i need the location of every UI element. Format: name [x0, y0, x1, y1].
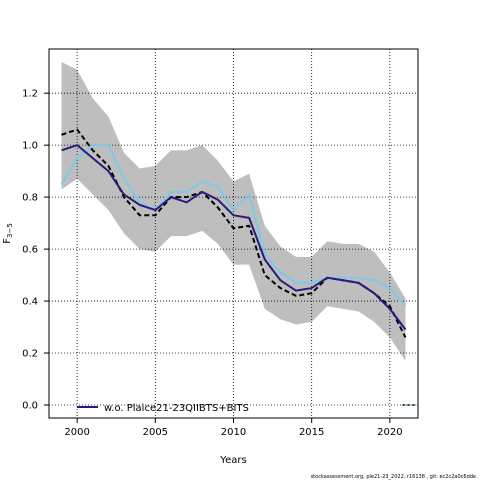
- x-tick-label: 2005: [143, 427, 168, 438]
- y-axis-title: F3−5: [2, 223, 14, 244]
- y-tick-label: 0.6: [22, 245, 38, 256]
- axis-ticks: 2000 2005 2010 2015 2020 0.0 0.2 0.4 0.6 0.8 1.0 1.…: [22, 89, 402, 438]
- x-tick-label: 2000: [64, 427, 89, 438]
- x-tick-label: 2020: [377, 427, 402, 438]
- legend: w.o. Plaice21-23QIIBTS+BITS: [77, 403, 249, 414]
- y-tick-label: 0.2: [22, 349, 38, 360]
- y-tick-label: 0.0: [22, 401, 38, 412]
- y-tick-label: 0.8: [22, 193, 38, 204]
- y-tick-label: 1.0: [22, 141, 38, 152]
- y-tick-label: 1.2: [22, 89, 38, 100]
- x-tick-label: 2015: [299, 427, 324, 438]
- x-tick-label: 2010: [221, 427, 246, 438]
- x-axis-title: Years: [219, 455, 246, 466]
- footer-credit: stockassessment.org, ple21-23_2022, r161…: [311, 474, 476, 480]
- legend-label: w.o. Plaice21-23QIIBTS+BITS: [104, 403, 249, 414]
- y-axis-title-subscript: 3−5: [6, 223, 14, 238]
- series-line-retro: [61, 144, 407, 331]
- svg-text:F3−5: F3−5: [2, 223, 14, 244]
- series-lines: [60, 128, 418, 406]
- y-axis-title-main: F: [2, 238, 13, 244]
- series-line-fitted-dashed: [61, 128, 407, 338]
- series-line-light-blue: [60, 144, 407, 307]
- y-tick-label: 0.4: [22, 297, 38, 308]
